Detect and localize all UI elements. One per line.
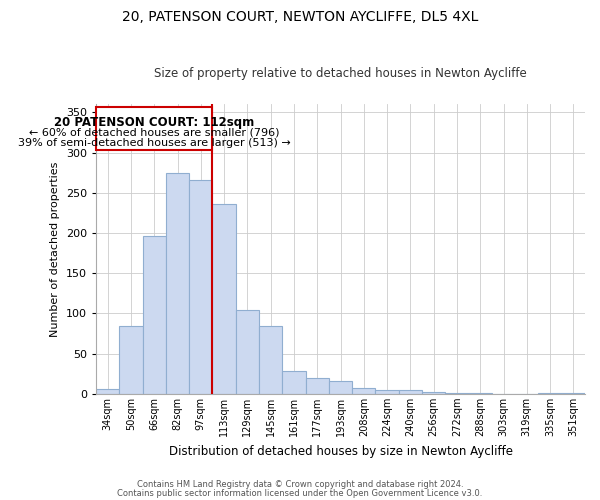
Bar [538, 393, 562, 394]
Bar [469, 393, 492, 394]
Bar [119, 326, 143, 394]
Bar [305, 378, 329, 394]
Bar [259, 326, 282, 394]
Bar [329, 381, 352, 394]
Bar [422, 392, 445, 394]
Text: 20, PATENSON COURT, NEWTON AYCLIFFE, DL5 4XL: 20, PATENSON COURT, NEWTON AYCLIFFE, DL5… [122, 10, 478, 24]
Bar [352, 388, 376, 394]
Text: Contains HM Land Registry data © Crown copyright and database right 2024.: Contains HM Land Registry data © Crown c… [137, 480, 463, 489]
Text: 39% of semi-detached houses are larger (513) →: 39% of semi-detached houses are larger (… [18, 138, 290, 148]
Bar [376, 390, 399, 394]
Title: Size of property relative to detached houses in Newton Aycliffe: Size of property relative to detached ho… [154, 66, 527, 80]
Bar [236, 310, 259, 394]
Bar [166, 174, 189, 394]
Bar [189, 180, 212, 394]
Y-axis label: Number of detached properties: Number of detached properties [50, 162, 61, 337]
X-axis label: Distribution of detached houses by size in Newton Aycliffe: Distribution of detached houses by size … [169, 444, 512, 458]
Bar [282, 372, 305, 394]
Bar [212, 204, 236, 394]
Text: ← 60% of detached houses are smaller (796): ← 60% of detached houses are smaller (79… [29, 128, 280, 138]
Bar [399, 390, 422, 394]
Text: Contains public sector information licensed under the Open Government Licence v3: Contains public sector information licen… [118, 490, 482, 498]
Bar [96, 389, 119, 394]
Bar [562, 393, 585, 394]
Text: 20 PATENSON COURT: 112sqm: 20 PATENSON COURT: 112sqm [54, 116, 254, 128]
Bar [143, 236, 166, 394]
Bar [445, 393, 469, 394]
Bar [96, 108, 212, 150]
